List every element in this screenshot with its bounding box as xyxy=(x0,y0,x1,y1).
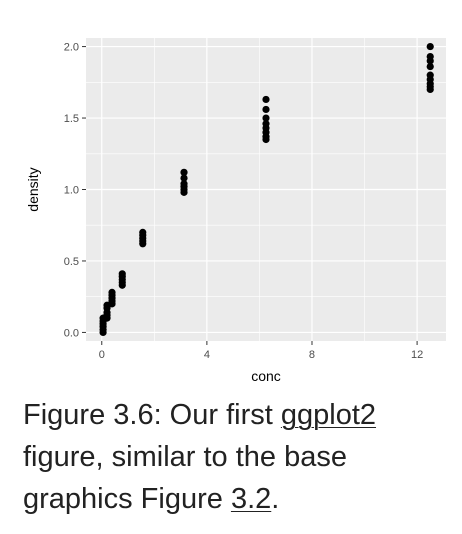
tick-labels: 0 4 8 12 0.0 0.5 1.0 1.5 2.0 xyxy=(64,42,424,361)
x-tick-label: 4 xyxy=(204,349,210,361)
scatter-chart: 0 4 8 12 0.0 0.5 1.0 1.5 2.0 conc density xyxy=(25,38,446,384)
data-point xyxy=(426,71,434,79)
data-point xyxy=(262,105,270,114)
caption-suffix: . xyxy=(271,483,280,515)
data-point xyxy=(426,42,434,51)
data-point xyxy=(180,174,188,182)
x-tick-label: 0 xyxy=(99,349,105,361)
x-axis-title: conc xyxy=(251,368,281,384)
caption-prefix: Figure 3.6: Our first xyxy=(23,399,281,431)
figure-ref-link[interactable]: 3.2 xyxy=(230,483,272,515)
figure: 0 4 8 12 0.0 0.5 1.0 1.5 2.0 conc density xyxy=(8,10,456,388)
data-point xyxy=(118,270,126,278)
data-point xyxy=(426,62,434,71)
data-point xyxy=(262,114,270,122)
data-point xyxy=(108,288,116,297)
data-point xyxy=(262,120,270,128)
y-tick-label: 1.5 xyxy=(64,113,79,125)
data-point xyxy=(139,228,147,236)
x-tick-label: 12 xyxy=(411,349,423,361)
figure-caption: Figure 3.6: Our first ggplot2 figure, si… xyxy=(23,394,451,520)
y-axis-title: density xyxy=(25,167,41,211)
x-tick-label: 8 xyxy=(309,349,315,361)
data-point xyxy=(180,180,188,188)
data-points xyxy=(99,42,434,337)
data-point xyxy=(262,95,270,104)
caption-middle: figure, similar to the base graphics Fig… xyxy=(23,441,347,515)
y-tick-label: 2.0 xyxy=(64,42,79,54)
y-tick-label: 0.5 xyxy=(64,256,79,268)
y-tick-label: 0.0 xyxy=(64,327,79,339)
data-point xyxy=(426,52,434,61)
ggplot2-link[interactable]: ggplot2 xyxy=(280,399,377,431)
y-tick-label: 1.0 xyxy=(64,185,79,197)
data-point xyxy=(180,168,188,176)
axis-ticks xyxy=(82,46,418,345)
